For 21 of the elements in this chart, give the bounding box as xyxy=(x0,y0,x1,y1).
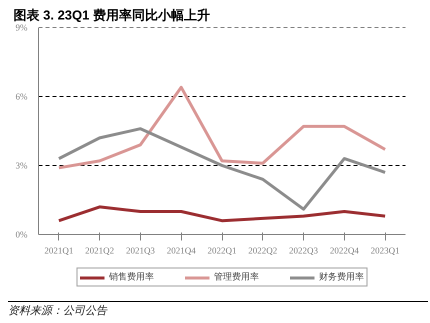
chart-title: 图表 3. 23Q1 费用率同比小幅上升 xyxy=(14,8,210,22)
legend-label: 销售费用率 xyxy=(109,270,154,284)
y-tick-label: 0% xyxy=(16,230,28,240)
y-tick-label: 3% xyxy=(16,160,28,170)
y-tick-label: 9% xyxy=(16,22,28,32)
x-tick-label: 2023Q1 xyxy=(370,246,400,256)
line-series xyxy=(57,127,387,211)
x-tick-label: 2022Q1 xyxy=(208,246,236,256)
legend-label: 管理费用率 xyxy=(214,270,259,284)
x-tick-label: 2022Q2 xyxy=(248,246,278,256)
x-tick-label: 2022Q4 xyxy=(330,246,360,256)
legend-label: 财务费用率 xyxy=(319,270,364,284)
x-tick-label: 2022Q3 xyxy=(289,246,319,256)
y-tick-label: 6% xyxy=(16,92,28,102)
line-series xyxy=(57,86,387,170)
x-tick-label: 2021Q2 xyxy=(85,246,114,256)
x-tick-label: 2021Q1 xyxy=(44,246,74,256)
x-tick-label: 2021Q3 xyxy=(126,246,156,256)
text: 资料来源：公司公告 xyxy=(8,304,107,319)
x-tick-label: 2021Q4 xyxy=(166,246,196,256)
line-series xyxy=(57,205,387,222)
